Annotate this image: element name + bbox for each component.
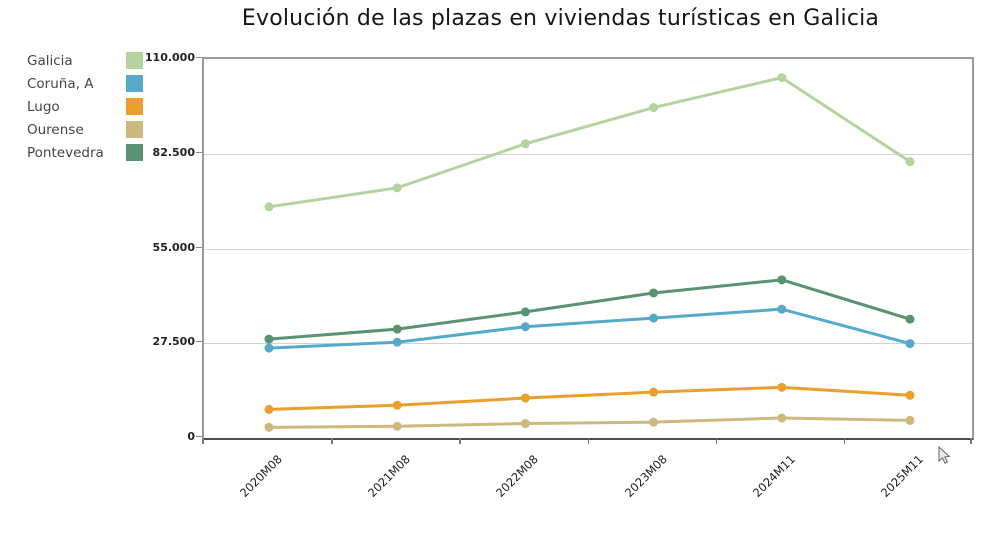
- y-tick-label: 0: [187, 430, 195, 443]
- data-point-pontevedra-2024m11: [777, 275, 787, 285]
- data-point-coru-a-a-2020m08: [264, 343, 274, 353]
- series-lugo: [264, 382, 915, 414]
- x-tick-label-2025m11: 2025M11: [877, 452, 926, 500]
- legend-swatch-galicia: [126, 52, 143, 69]
- series-line-coru-a-a: [268, 307, 911, 350]
- series-line-pontevedra: [268, 278, 911, 341]
- data-point-pontevedra-2022m08: [520, 307, 530, 317]
- y-tick-label: 82.500: [152, 145, 195, 159]
- series-pontevedra: [264, 275, 915, 344]
- x-tick-label-2024m11: 2024M11: [749, 452, 798, 500]
- data-point-lugo-2022m08: [520, 393, 530, 403]
- legend-label: Pontevedra: [27, 144, 104, 161]
- series-line-ourense: [268, 416, 911, 429]
- data-point-lugo-2024m11: [777, 382, 787, 392]
- x-tick-mark: [970, 438, 972, 444]
- data-point-coru-a-a-2023m08: [649, 313, 659, 323]
- x-tick-label-2020m08: 2020M08: [236, 452, 285, 500]
- line-chart: [204, 73, 972, 432]
- series-coru-a-a: [264, 304, 915, 353]
- data-point-pontevedra-2023m08: [649, 288, 659, 298]
- data-point-ourense-2025m11: [905, 415, 915, 425]
- data-point-ourense-2021m08: [392, 421, 402, 431]
- data-point-galicia-2020m08: [264, 202, 274, 212]
- data-point-galicia-2021m08: [392, 183, 402, 193]
- x-tick-mark: [587, 438, 589, 444]
- chart-legend: Galicia Coruña, A Lugo Ourense Pontevedra: [27, 49, 143, 164]
- data-point-lugo-2021m08: [392, 400, 402, 410]
- series-line-galicia: [268, 76, 911, 209]
- x-tick-mark: [202, 438, 204, 444]
- data-point-coru-a-a-2024m11: [777, 304, 787, 314]
- x-tick-mark: [331, 438, 333, 444]
- data-point-galicia-2025m11: [905, 157, 915, 167]
- legend-label: Coruña, A: [27, 75, 94, 92]
- y-tick-mark: [196, 151, 203, 153]
- data-point-galicia-2024m11: [777, 73, 787, 83]
- x-tick-mark: [459, 438, 461, 444]
- data-point-coru-a-a-2025m11: [905, 339, 915, 349]
- legend-item-pontevedra[interactable]: Pontevedra: [27, 141, 143, 164]
- data-point-galicia-2022m08: [520, 139, 530, 149]
- data-point-pontevedra-2021m08: [392, 324, 402, 334]
- data-point-lugo-2025m11: [905, 390, 915, 400]
- legend-item-coru-a-a[interactable]: Coruña, A: [27, 72, 143, 95]
- series-line-lugo: [268, 385, 911, 411]
- y-tick-mark: [196, 341, 203, 343]
- legend-item-lugo[interactable]: Lugo: [27, 95, 143, 118]
- x-tick-mark: [715, 438, 718, 444]
- legend-item-ourense[interactable]: Ourense: [27, 118, 143, 141]
- data-point-ourense-2022m08: [520, 419, 530, 429]
- x-tick-label-2023m08: 2023M08: [621, 452, 670, 500]
- series-ourense: [264, 413, 915, 432]
- legend-swatch-ourense: [126, 121, 143, 138]
- data-point-coru-a-a-2021m08: [392, 337, 402, 347]
- legend-swatch-coru-a-a: [126, 75, 143, 92]
- y-tick-label: 110.000: [144, 51, 195, 64]
- y-tick-label: 27.500: [152, 335, 195, 349]
- legend-label: Ourense: [27, 121, 84, 138]
- legend-item-galicia[interactable]: Galicia: [27, 49, 143, 72]
- plot-area: [202, 57, 974, 440]
- data-point-galicia-2023m08: [649, 103, 659, 113]
- data-point-ourense-2020m08: [264, 422, 274, 432]
- x-tick-mark: [843, 438, 846, 444]
- y-tick-mark: [196, 436, 203, 437]
- y-tick-mark: [196, 246, 203, 248]
- x-tick-label-2021m08: 2021M08: [365, 452, 414, 500]
- y-tick-label: 55.000: [152, 240, 195, 254]
- series-galicia: [264, 73, 915, 212]
- x-tick-label-2022m08: 2022M08: [493, 452, 542, 500]
- legend-label: Lugo: [27, 98, 60, 115]
- mouse-cursor-icon: [938, 446, 951, 464]
- data-point-pontevedra-2025m11: [905, 314, 915, 324]
- data-point-ourense-2023m08: [649, 417, 659, 427]
- data-point-coru-a-a-2022m08: [520, 322, 530, 332]
- legend-label: Galicia: [27, 52, 73, 69]
- legend-swatch-lugo: [126, 98, 143, 115]
- data-point-lugo-2023m08: [649, 387, 659, 397]
- data-point-ourense-2024m11: [777, 413, 787, 423]
- data-point-pontevedra-2020m08: [264, 334, 274, 344]
- chart-title: Evolución de las plazas en viviendas tur…: [241, 6, 880, 31]
- data-point-lugo-2020m08: [264, 404, 274, 414]
- y-tick-mark: [196, 57, 203, 58]
- legend-swatch-pontevedra: [126, 144, 143, 161]
